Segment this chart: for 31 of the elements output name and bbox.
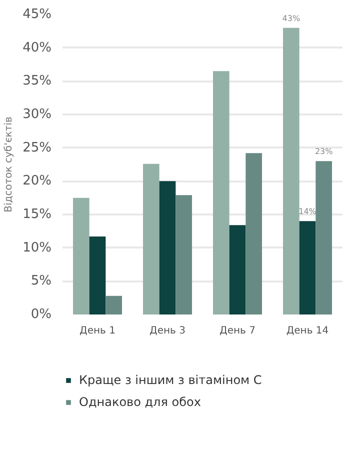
data-label: 43% [282,14,300,23]
y-tick-label: 30% [22,107,52,122]
y-tick-label: 25% [22,140,52,156]
bar [143,164,160,314]
bar [229,225,246,314]
y-axis-title: Відсоток суб'єктів [4,116,15,212]
x-tick-label: День 3 [150,326,186,336]
bar [299,221,316,314]
bar [89,236,106,314]
legend-label: Краще з іншим з вітаміном C [79,373,262,387]
y-tick-label: 40% [22,40,52,56]
y-tick-label: 15% [22,207,52,222]
y-tick-label: 20% [22,174,52,189]
bar [316,161,332,314]
bar [106,296,122,314]
bar [73,198,90,314]
y-tick-label: 45% [22,7,52,22]
y-tick-label: 0% [30,307,52,322]
y-tick-label: 35% [22,74,52,89]
x-tick-label: День 1 [80,326,116,336]
y-tick-label: 5% [30,274,52,289]
y-tick-label: 10% [22,240,52,256]
legend-label: Однаково для обох [79,395,201,409]
bar [283,28,300,314]
bar [159,181,176,314]
x-tick-label: День 14 [286,326,329,336]
bar [246,153,262,314]
bar [176,195,192,314]
bar [213,71,230,314]
data-label: 23% [314,147,334,156]
x-tick-label: День 7 [220,326,256,336]
